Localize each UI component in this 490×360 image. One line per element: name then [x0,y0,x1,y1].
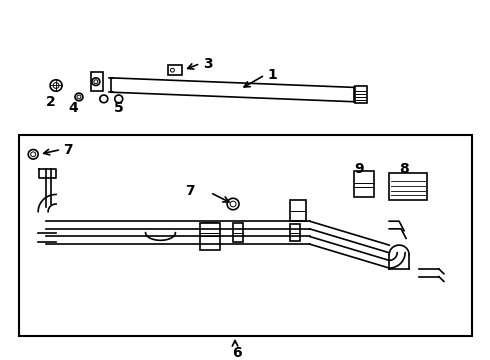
Circle shape [31,152,36,157]
Text: 6: 6 [232,346,242,360]
Bar [200,223,220,250]
Circle shape [227,198,239,210]
Text: 5: 5 [114,102,123,116]
Circle shape [53,83,59,88]
Text: 7: 7 [63,143,73,157]
Bar [354,171,374,197]
Circle shape [75,93,83,101]
Bar [290,224,300,241]
Bar [203,223,217,242]
Circle shape [50,80,62,91]
Circle shape [230,201,236,207]
Circle shape [100,95,108,103]
Bar [19,135,472,336]
Text: 1: 1 [268,68,278,82]
Bar [389,174,427,200]
Text: 4: 4 [68,102,78,116]
Circle shape [94,80,98,84]
Text: 2: 2 [46,95,56,109]
Circle shape [115,95,122,103]
Bar [233,223,243,242]
Circle shape [77,95,81,99]
Text: 3: 3 [203,57,213,71]
Bar [355,86,368,103]
Text: 9: 9 [354,162,364,176]
Bar [169,66,182,75]
Text: 7: 7 [185,184,195,198]
Text: 8: 8 [399,162,409,176]
Circle shape [171,68,174,72]
Bar [290,200,306,221]
Circle shape [92,78,100,85]
Bar [91,72,103,91]
Circle shape [28,149,38,159]
